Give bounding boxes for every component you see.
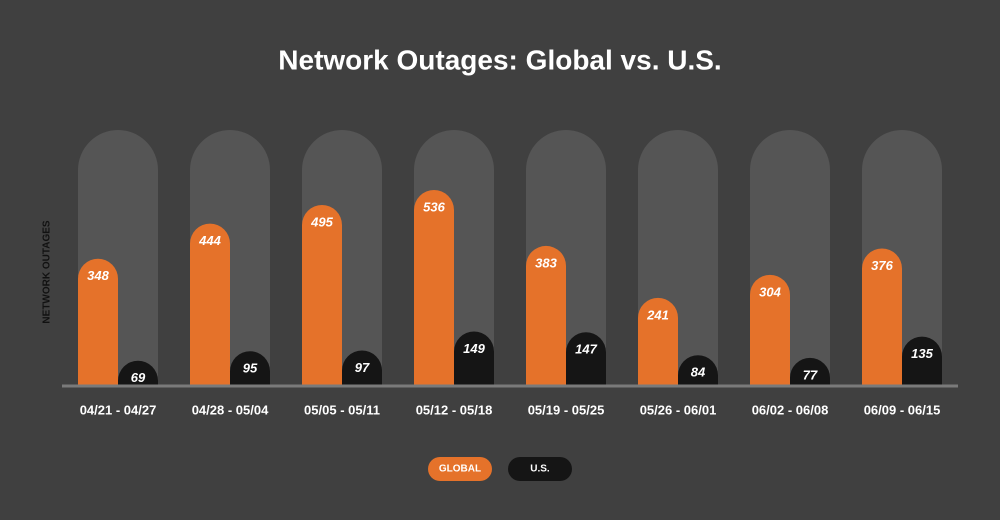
value-label: 536 xyxy=(423,199,445,214)
bar xyxy=(190,223,230,386)
plot-area: 348 69 04/21 - 04/27 444 95 04/28 - 05/04 495 9… xyxy=(78,130,942,417)
value-label: 84 xyxy=(691,365,706,380)
bar xyxy=(566,332,606,386)
value-label: 77 xyxy=(803,367,818,382)
bar xyxy=(902,336,942,386)
bar xyxy=(750,274,790,386)
value-label: 149 xyxy=(463,341,485,356)
x-tick-label: 04/28 - 05/04 xyxy=(192,402,269,417)
bar xyxy=(790,357,830,386)
bar xyxy=(862,248,902,386)
value-label: 444 xyxy=(198,233,221,248)
value-label: 304 xyxy=(759,284,781,299)
legend-label: U.S. xyxy=(530,464,550,475)
chart-title: Network Outages: Global vs. U.S. xyxy=(278,44,721,75)
value-label: 69 xyxy=(131,370,146,385)
value-label: 95 xyxy=(243,361,258,376)
legend-swatch xyxy=(428,457,492,481)
bar xyxy=(454,331,494,386)
value-label: 135 xyxy=(911,346,933,361)
x-tick-label: 05/19 - 05/25 xyxy=(528,402,605,417)
x-tick-label: 04/21 - 04/27 xyxy=(80,402,157,417)
value-label: 241 xyxy=(646,307,669,322)
bar xyxy=(414,189,454,386)
y-axis-label: NETWORK OUTAGES xyxy=(42,220,53,323)
bar xyxy=(638,297,678,386)
value-label: 147 xyxy=(575,342,597,357)
x-tick-label: 06/09 - 06/15 xyxy=(864,402,941,417)
legend-label: GLOBAL xyxy=(439,464,481,475)
value-label: 376 xyxy=(871,258,893,273)
value-label: 97 xyxy=(355,360,370,375)
bar xyxy=(118,360,158,386)
x-tick-label: 06/02 - 06/08 xyxy=(752,402,829,417)
x-tick-label: 05/26 - 06/01 xyxy=(640,402,717,417)
value-label: 383 xyxy=(535,255,557,270)
bar xyxy=(78,258,118,386)
legend-swatch xyxy=(508,457,572,481)
value-label: 495 xyxy=(310,214,333,229)
x-tick-label: 05/05 - 05/11 xyxy=(304,402,380,417)
bar xyxy=(678,355,718,386)
legend: GLOBAL U.S. xyxy=(428,457,572,481)
bar xyxy=(342,350,382,386)
bar xyxy=(230,351,270,386)
bar xyxy=(526,245,566,386)
value-label: 348 xyxy=(87,268,109,283)
x-tick-label: 05/12 - 05/18 xyxy=(416,402,493,417)
bar xyxy=(302,204,342,386)
